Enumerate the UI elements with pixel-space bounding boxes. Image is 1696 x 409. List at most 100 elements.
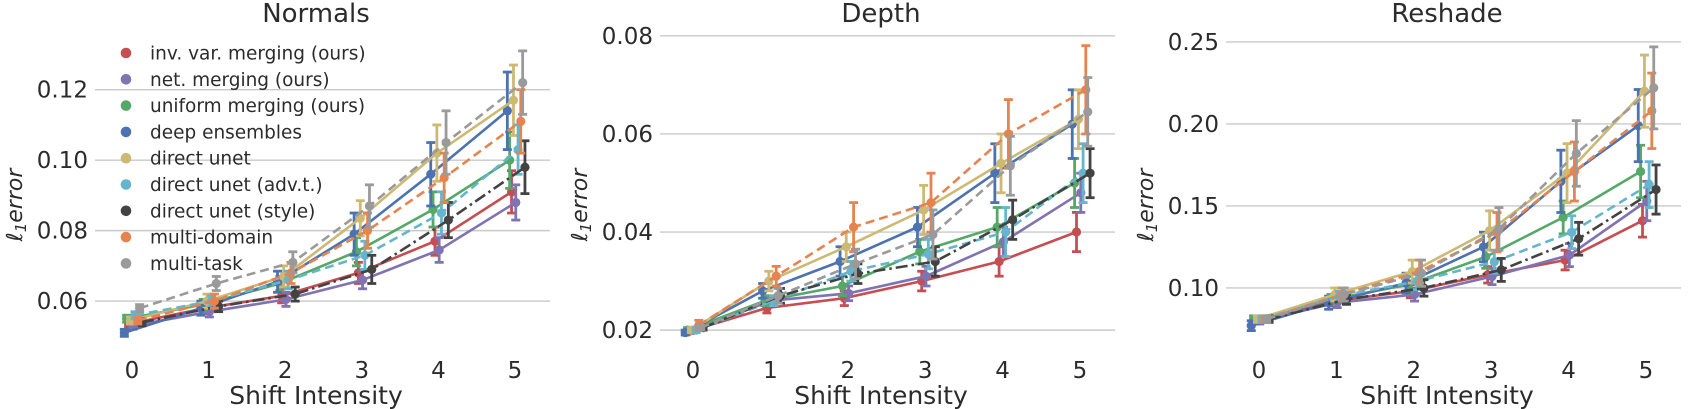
legend-label-deep-ensembles: deep ensembles [150, 122, 302, 143]
y-tick-label: 0.10 [1167, 276, 1218, 302]
data-point-marker [1644, 180, 1654, 190]
data-point-marker [851, 259, 861, 269]
series-line [693, 191, 1082, 332]
data-point-marker [135, 303, 145, 313]
y-axis-label: ℓ1error [1134, 167, 1161, 243]
data-point-marker [426, 169, 436, 179]
data-point-marker [364, 201, 375, 211]
x-tick-label: 0 [686, 358, 701, 384]
data-point-marker [1564, 250, 1574, 260]
x-tick-label: 0 [125, 358, 140, 384]
x-axis-label: Shift Intensity [1360, 381, 1534, 409]
y-tick-label: 0.06 [602, 122, 653, 148]
data-point-marker [520, 162, 530, 172]
x-tick-label: 5 [1073, 358, 1088, 384]
data-point-marker [990, 168, 1000, 178]
series-multi-task [1261, 45, 1658, 324]
legend-marker-multi-domain [120, 231, 132, 243]
y-tick-labels: 0.02 0.04 0.06 0.08 [602, 24, 653, 344]
x-axis-label: Shift Intensity [229, 381, 403, 409]
data-point-marker [209, 296, 219, 306]
legend-label-net-merging-ours: net. merging (ours) [150, 70, 330, 91]
data-point-marker [1493, 224, 1504, 234]
legend-marker-deep-ensembles [120, 126, 132, 138]
x-tick-label: 1 [763, 358, 778, 384]
data-point-marker [1566, 227, 1576, 237]
legend-label-inv-var-merging-ours: inv. var. merging (ours) [150, 44, 366, 65]
data-point-marker [511, 197, 521, 208]
data-point-marker [924, 249, 934, 259]
gridlines [660, 35, 1116, 331]
data-point-marker [119, 328, 129, 338]
data-point-marker [434, 245, 444, 255]
x-axis-label: Shift Intensity [795, 381, 969, 409]
data-point-marker [1635, 166, 1645, 177]
data-point-marker [921, 271, 931, 281]
series-line [700, 110, 1089, 329]
data-point-marker [771, 271, 782, 281]
y-tick-label: 0.06 [37, 289, 88, 315]
panel-reshade: 0.10 0.15 0.20 0.25 0 1 2 3 4 5 Reshade Shift Inten… [1134, 0, 1681, 409]
data-point-marker [1006, 161, 1016, 171]
data-point-marker [1008, 215, 1018, 225]
data-point-marker [443, 215, 453, 225]
series-line [702, 172, 1092, 329]
data-point-marker [1339, 289, 1349, 300]
y-tick-label: 0.08 [602, 24, 653, 50]
data-point-marker [508, 95, 519, 105]
series-multi-task [135, 49, 528, 314]
panel-title: Depth [842, 0, 921, 29]
series-multi-task [696, 76, 1093, 333]
y-tick-label: 0.20 [1167, 112, 1218, 138]
data-point-marker [360, 250, 370, 260]
series-line [695, 172, 1085, 332]
gridlines [1225, 41, 1681, 289]
data-point-marker [1571, 148, 1581, 159]
data-point-marker [1261, 314, 1271, 324]
x-tick-label: 5 [1638, 358, 1653, 384]
x-tick-label: 2 [1406, 358, 1421, 384]
data-point-marker [849, 222, 859, 232]
x-tick-labels: 0 1 2 3 4 5 [1251, 358, 1653, 384]
data-point-marker [1573, 234, 1583, 244]
legend-label-uniform-merging-ours: uniform merging (ours) [150, 96, 365, 117]
y-tick-label: 0.10 [37, 148, 88, 174]
series-line [698, 88, 1087, 327]
x-tick-label: 4 [431, 358, 446, 384]
y-tick-label: 0.04 [602, 220, 653, 246]
data-point-marker [1001, 227, 1011, 237]
data-point-marker [928, 229, 938, 240]
data-point-marker [696, 323, 706, 333]
series-line [141, 166, 526, 324]
x-tick-labels: 0 1 2 3 4 5 [686, 358, 1088, 384]
series-deep-ensembles [1246, 88, 1643, 332]
data-point-marker [773, 291, 784, 301]
data-point-marker [926, 197, 936, 208]
series-uniform-merging-ours [1248, 143, 1645, 324]
legend-marker-direct-unet-adv-t [120, 179, 132, 190]
data-point-marker [349, 229, 359, 239]
legend-label-multi-domain: multi-domain [150, 228, 273, 249]
legend-marker-inv-var-merging-ours [120, 47, 132, 59]
legend-marker-net-merging-ours [120, 74, 132, 85]
data-point-marker [290, 289, 300, 299]
x-tick-label: 1 [201, 358, 216, 384]
x-tick-label: 4 [996, 358, 1011, 384]
series-line [134, 148, 519, 317]
panel-title: Reshade [1391, 0, 1502, 29]
x-tick-label: 3 [1484, 358, 1499, 384]
data-point-marker [919, 205, 929, 215]
data-point-marker [1409, 289, 1419, 300]
legend-marker-uniform-merging-ours [120, 100, 132, 111]
data-point-marker [1416, 268, 1426, 278]
x-tick-label: 2 [278, 358, 293, 384]
data-point-marker [1072, 227, 1082, 237]
legend: inv. var. merging (ours) net. merging (ou… [120, 44, 366, 275]
data-point-marker [441, 137, 451, 148]
data-point-marker [1489, 257, 1499, 267]
x-tick-label: 5 [508, 358, 523, 384]
data-point-marker [502, 106, 512, 116]
data-point-marker [1496, 265, 1506, 275]
x-tick-label: 3 [354, 358, 369, 384]
gridlines [94, 88, 550, 302]
